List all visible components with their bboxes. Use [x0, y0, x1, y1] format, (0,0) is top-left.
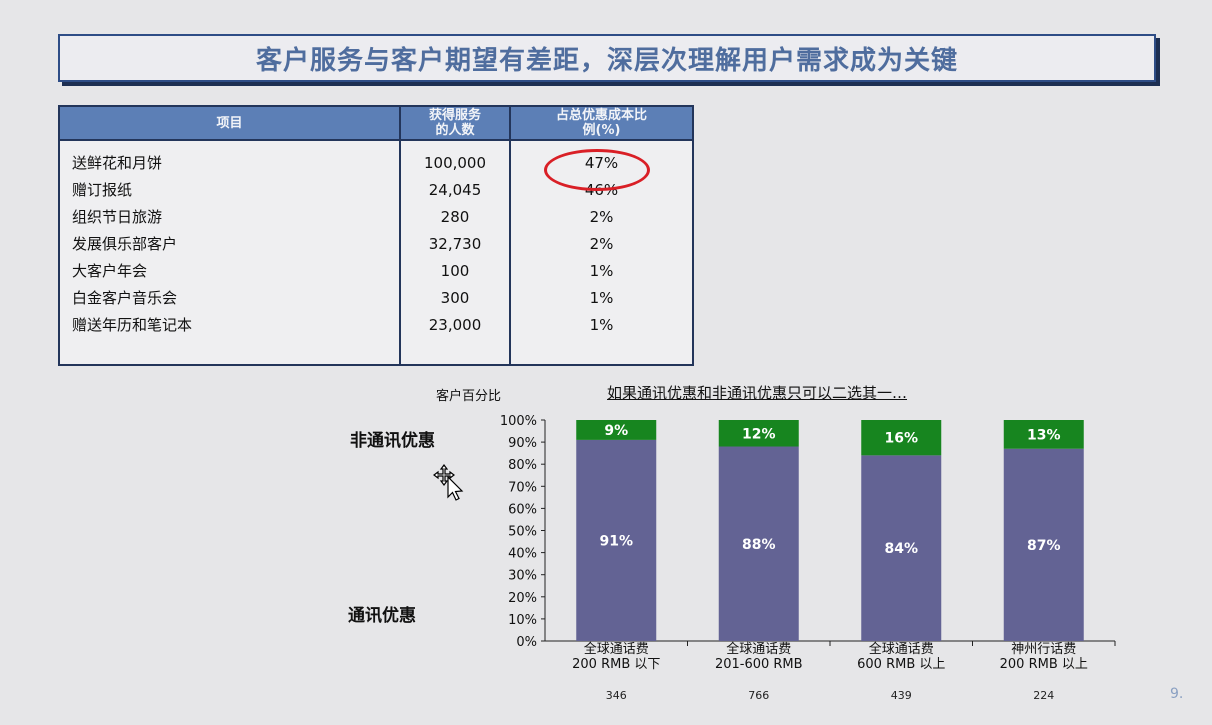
y-tick-label: 100% — [500, 414, 537, 429]
non-comm-bar-segment — [576, 420, 657, 440]
cell-pct: 2% — [509, 203, 694, 230]
filler-cell — [509, 338, 694, 366]
x-tick-label-line2: 200 RMB 以上 — [1000, 657, 1088, 672]
header-pct: 占总优惠成本比 例(%) — [509, 105, 694, 141]
cell-pct: 1% — [509, 257, 694, 284]
cell-pct: 2% — [509, 230, 694, 257]
table-filler-row — [58, 338, 694, 366]
cell-count: 24,045 — [399, 176, 511, 203]
y-tick-label: 10% — [508, 613, 537, 628]
comm-bar-segment — [1003, 448, 1084, 641]
chart-title: 如果通讯优惠和非通讯优惠只可以二选其一… — [607, 384, 908, 402]
non-comm-label: 非通讯优惠 — [350, 431, 435, 451]
filler-cell — [399, 338, 511, 366]
header-count-line1: 获得服务 — [428, 108, 481, 123]
cell-count: 23,000 — [399, 311, 511, 338]
x-tick-label-line1: 全球通话费 — [584, 641, 649, 657]
x-tick-label-line1: 神州行话费 — [1011, 642, 1076, 657]
move-cursor-icon — [433, 464, 464, 501]
x-tick-label-line2: 201-600 RMB — [715, 657, 803, 672]
y-tick-label: 20% — [508, 591, 537, 606]
table-header-row: 项目 获得服务 的人数 占总优惠成本比 例(%) — [58, 105, 694, 141]
header-pct-line1: 占总优惠成本比 — [555, 108, 647, 123]
cell-item: 赠送年历和笔记本 — [58, 311, 401, 338]
y-tick-label: 30% — [508, 569, 537, 584]
bar-data-label: 13% — [1027, 427, 1061, 443]
cell-item: 白金客户音乐会 — [58, 284, 401, 311]
stacked-bar-chart: 0% 10% 20% 30% 40% 50% 60% 70% 80% 90% 100% 91% 9% 全球… — [500, 414, 1116, 702]
cell-pct: 1% — [509, 311, 694, 338]
bar-data-label: 87% — [1027, 538, 1061, 554]
y-tick-label: 60% — [508, 502, 537, 517]
y-tick-label: 40% — [508, 547, 537, 562]
x-tick-label-line1: 全球通话费 — [726, 641, 791, 657]
table-row: 大客户年会 100 1% — [58, 257, 694, 284]
bar-data-label: 12% — [742, 426, 776, 442]
table-row: 赠送年历和笔记本 23,000 1% — [58, 311, 694, 338]
cell-count: 100,000 — [399, 140, 511, 176]
comm-bar-segment — [861, 455, 942, 641]
comm-bar-segment — [718, 446, 799, 641]
bar-data-label: 16% — [884, 431, 918, 447]
cost-table: 项目 获得服务 的人数 占总优惠成本比 例(%) 送鲜花和月饼 100,000 … — [58, 105, 694, 366]
page-number: 9. — [1170, 686, 1184, 702]
y-tick-label: 50% — [508, 525, 537, 540]
header-count-line2: 的人数 — [435, 123, 475, 138]
cell-count: 300 — [399, 284, 511, 311]
sample-count-label: 766 — [748, 689, 769, 702]
table-row: 白金客户音乐会 300 1% — [58, 284, 694, 311]
x-tick-label-line2: 200 RMB 以下 — [572, 657, 660, 672]
bar-data-label: 9% — [604, 423, 628, 439]
sample-count-label: 224 — [1033, 689, 1054, 702]
highlight-circle — [544, 149, 650, 191]
sample-count-label: 346 — [606, 689, 627, 702]
cell-item: 组织节日旅游 — [58, 203, 401, 230]
comm-bar-segment — [576, 439, 657, 641]
header-pct-line2: 例(%) — [582, 123, 621, 138]
cell-count: 32,730 — [399, 230, 511, 257]
non-comm-bar-segment — [1003, 420, 1084, 449]
y-tick-label: 80% — [508, 458, 537, 473]
comm-label: 通讯优惠 — [348, 606, 416, 626]
bar-data-label: 84% — [884, 541, 918, 557]
non-comm-bar-segment — [861, 420, 942, 456]
cell-item: 大客户年会 — [58, 257, 401, 284]
cell-count: 100 — [399, 257, 511, 284]
x-tick-label-line1: 全球通话费 — [869, 641, 934, 657]
bar-data-label: 91% — [599, 533, 633, 549]
customer-percent-label: 客户百分比 — [436, 389, 502, 404]
bar-data-label: 88% — [742, 537, 776, 553]
cell-item: 发展俱乐部客户 — [58, 230, 401, 257]
cell-pct: 1% — [509, 284, 694, 311]
sample-count-label: 439 — [891, 689, 912, 702]
header-count: 获得服务 的人数 — [399, 105, 511, 141]
slide-title: 客户服务与客户期望有差距，深层次理解用户需求成为关键 — [58, 34, 1156, 82]
x-tick-label-line2: 600 RMB 以上 — [857, 657, 945, 672]
y-tick-label: 0% — [516, 635, 537, 650]
y-tick-label: 70% — [508, 480, 537, 495]
cell-item: 送鲜花和月饼 — [58, 140, 401, 176]
header-item: 项目 — [58, 105, 401, 141]
non-comm-bar-segment — [718, 420, 799, 447]
filler-cell — [58, 338, 401, 366]
table-row: 发展俱乐部客户 32,730 2% — [58, 230, 694, 257]
cell-count: 280 — [399, 203, 511, 230]
y-tick-label: 90% — [508, 436, 537, 451]
header-item-label: 项目 — [216, 115, 243, 131]
table-row: 组织节日旅游 280 2% — [58, 203, 694, 230]
cell-item: 赠订报纸 — [58, 176, 401, 203]
